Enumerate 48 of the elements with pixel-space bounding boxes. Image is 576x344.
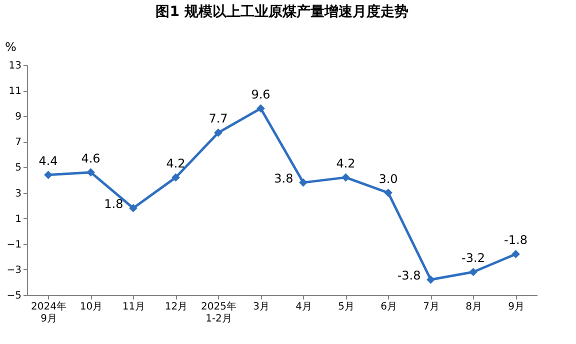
x-tick-label: 2024年 9月 <box>31 300 66 324</box>
text: -3.2 <box>462 251 485 265</box>
text: 9.6 <box>251 87 270 102</box>
text: -1.8 <box>504 233 528 248</box>
text: 4.4 <box>38 154 58 168</box>
y-tick-label: 7 <box>15 137 22 148</box>
point <box>86 168 95 177</box>
text: 1.8 <box>104 197 124 212</box>
text: 3.8 <box>274 172 294 186</box>
y-tick-label: −3 <box>6 264 22 276</box>
point <box>214 128 222 137</box>
point <box>426 275 435 284</box>
point <box>469 268 478 276</box>
x-tick-label: 9月 <box>508 302 524 312</box>
point <box>256 104 265 113</box>
x-tick-label: 6月 <box>380 302 397 312</box>
x-tick-label: 4月 <box>296 302 312 312</box>
x-tick-label: 2025年 1-2月 <box>201 300 236 324</box>
x-tick-label: 8月 <box>466 302 482 312</box>
y-tick-label: 13 <box>8 60 22 72</box>
text: 4.2 <box>336 156 356 170</box>
point <box>129 204 138 212</box>
point <box>342 173 350 182</box>
x-tick-label: 11月 <box>122 302 146 312</box>
text: 4.6 <box>81 151 100 166</box>
y-tick-label: 1 <box>15 214 22 225</box>
x-tick-label: 5月 <box>338 302 354 312</box>
point <box>44 170 52 180</box>
y-tick-label: −1 <box>6 239 22 250</box>
y-axis-title: % <box>5 40 16 54</box>
text: 3.0 <box>378 172 398 186</box>
text: 7.7 <box>208 112 228 126</box>
text: 4.2 <box>166 156 186 170</box>
x-tick-label: 10月 <box>80 302 103 312</box>
text: -3.8 <box>397 268 421 283</box>
chart-title: 图1 规模以上工业原煤产量增速月度走势 <box>156 3 408 20</box>
y-tick-label: 5 <box>15 162 22 174</box>
x-tick-label: 7月 <box>423 302 440 312</box>
x-tick-label: 12月 <box>164 302 188 312</box>
point <box>172 173 180 182</box>
point <box>512 250 520 258</box>
point <box>384 188 392 197</box>
y-tick-label: 11 <box>8 86 22 98</box>
y-tick-label: −5 <box>6 290 22 302</box>
point <box>299 178 308 187</box>
x-tick-label: 3月 <box>253 302 270 312</box>
y-tick-label: 3 <box>15 188 22 200</box>
y-tick-label: 9 <box>15 112 22 123</box>
